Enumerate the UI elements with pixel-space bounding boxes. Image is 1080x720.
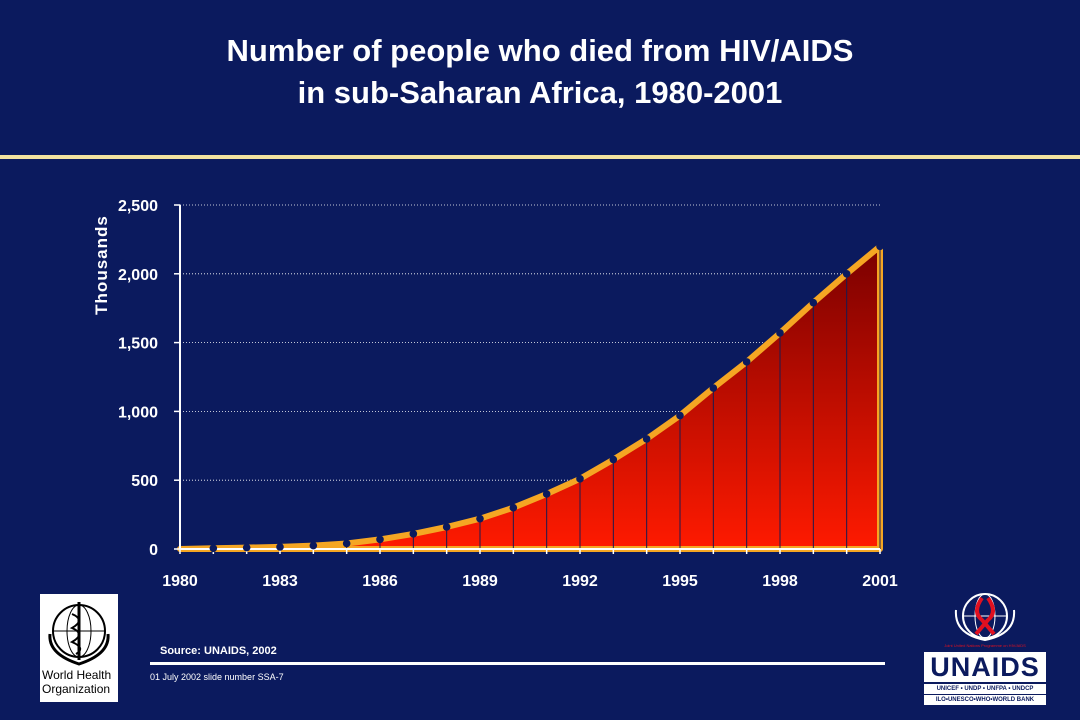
data-point	[242, 543, 251, 552]
x-tick-label: 1998	[762, 573, 798, 590]
x-tick-label: 2001	[862, 573, 898, 590]
unaids-logo: Joint United Nations Programme on HIV/AI…	[920, 590, 1050, 708]
data-point	[409, 530, 418, 538]
x-tick-label: 1986	[362, 573, 398, 590]
data-point	[876, 242, 884, 251]
y-axis-label: Thousands	[91, 215, 111, 315]
data-point	[509, 503, 518, 512]
x-tick-label: 1989	[462, 573, 498, 590]
data-point	[309, 541, 318, 550]
x-tick-label: 1995	[662, 573, 698, 590]
title-divider	[0, 155, 1080, 159]
y-tick-label: 1,000	[118, 404, 158, 421]
data-point	[576, 475, 584, 483]
data-point	[276, 543, 284, 551]
unaids-tagline: Joint United Nations Programme on HIV/AI…	[944, 643, 1026, 648]
area-chart: 0 500 1,000 1,500 2,000 2,500 1980 1983 1986 1989…	[118, 198, 898, 590]
data-markers	[209, 242, 884, 553]
data-point	[476, 514, 484, 523]
x-tick-label: 1980	[162, 573, 198, 590]
y-tick-label: 1,500	[118, 336, 158, 353]
data-point	[776, 329, 784, 337]
who-emblem-icon	[48, 602, 110, 666]
title-line-1: Number of people who died from HIV/AIDS	[226, 33, 854, 68]
data-point	[642, 435, 651, 443]
data-point	[742, 358, 751, 366]
data-point	[842, 270, 851, 278]
y-tick-label: 0	[149, 542, 158, 559]
data-point	[809, 298, 818, 307]
axes	[174, 204, 881, 554]
footer-divider	[150, 662, 885, 665]
x-tick-label: 1992	[562, 573, 598, 590]
area-fill	[177, 243, 883, 552]
data-point	[542, 490, 551, 498]
unaids-wordmark: UNAIDS	[924, 652, 1046, 682]
data-point	[609, 455, 618, 464]
y-tick-label: 2,500	[118, 198, 158, 215]
source-note: Source: UNAIDS, 2002	[160, 645, 277, 657]
data-point	[342, 539, 351, 548]
who-logo: World Health Organization	[40, 594, 118, 702]
slide-title: Number of people who died from HIV/AIDS …	[0, 30, 1080, 114]
tick-labels: 0 500 1,000 1,500 2,000 2,500 1980 1983 1986 1989…	[118, 198, 898, 590]
unaids-partners-1: UNICEF • UNDP • UNFPA • UNDCP	[924, 684, 1046, 694]
unaids-partners-2: ILO•UNESCO•WHO•WORLD BANK	[924, 695, 1046, 705]
slide-number: 01 July 2002 slide number SSA-7	[150, 672, 284, 682]
y-tick-label: 500	[131, 473, 158, 490]
data-point	[442, 523, 451, 531]
data-point	[676, 411, 684, 420]
area-series	[177, 243, 883, 552]
title-line-2: in sub-Saharan Africa, 1980-2001	[297, 75, 783, 110]
un-emblem-icon	[954, 593, 1016, 642]
who-logo-text: World Health Organization	[42, 668, 112, 696]
data-point	[709, 384, 718, 392]
y-tick-label: 2,000	[118, 267, 158, 284]
x-tick-label: 1983	[262, 573, 298, 590]
data-point	[209, 544, 218, 553]
data-point	[376, 535, 384, 544]
